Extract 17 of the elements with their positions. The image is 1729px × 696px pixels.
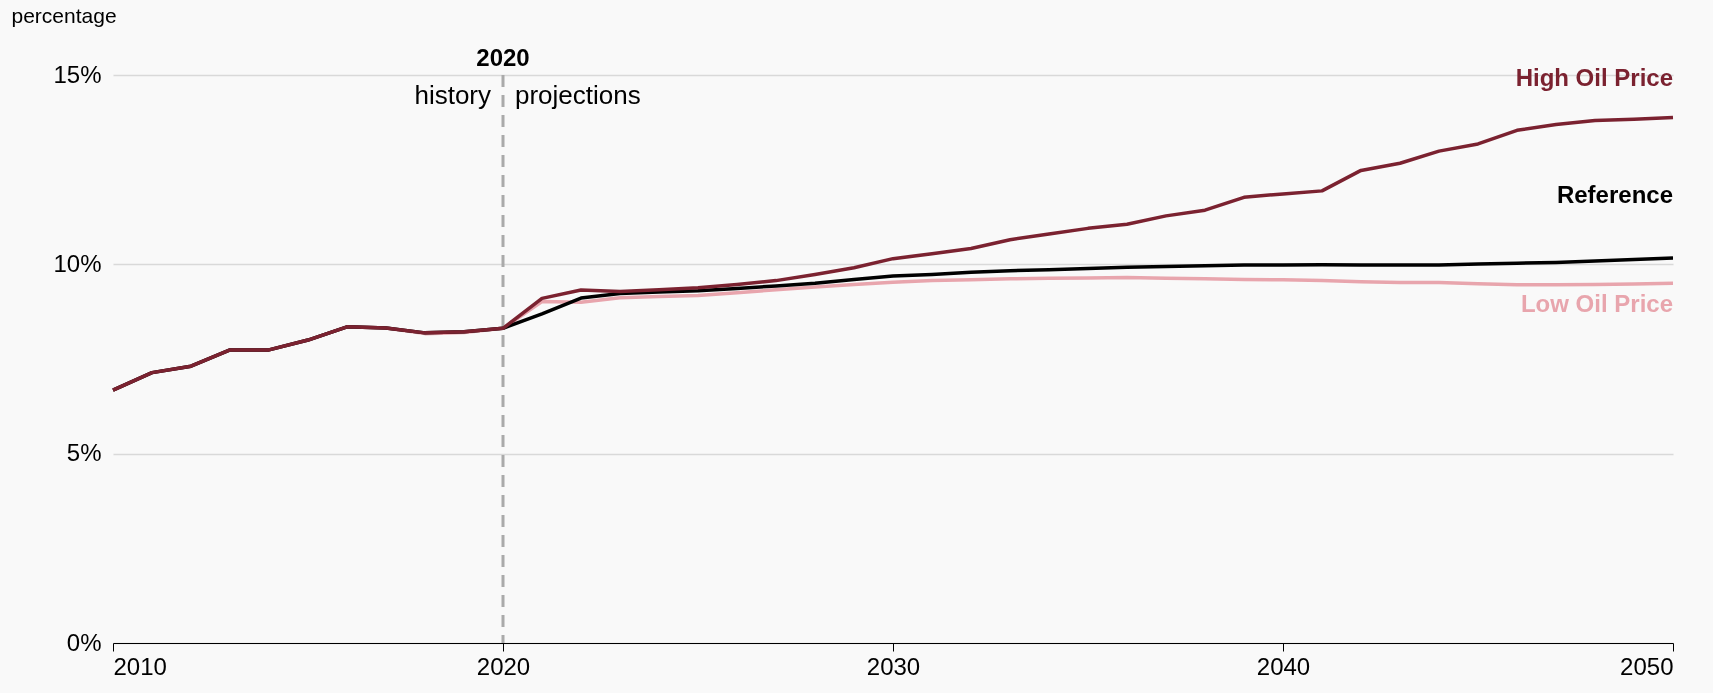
x-tick-label: 2030 [866,652,921,680]
y-tick-label: 5% [66,439,102,467]
series-label: High Oil Price [1515,64,1673,92]
annotation: history [414,80,491,110]
ref-line-label: 2020 [476,44,530,71]
text: Reference [1556,180,1673,208]
y-tick-label: 15% [53,60,102,88]
y-axis-title: percentage [11,3,117,27]
y-tick-label: 10% [53,249,102,277]
x-tick-label: 2020 [476,652,531,680]
y-tick-label: 0% [66,628,102,656]
line-series [111,115,1675,392]
annotation: projections [515,80,641,110]
x-tick-label: 2010 [113,652,167,680]
x-tick-label: 2050 [1620,652,1674,680]
x-tick-label: 2040 [1256,652,1311,680]
series-label: Low Oil Price [1520,290,1673,318]
